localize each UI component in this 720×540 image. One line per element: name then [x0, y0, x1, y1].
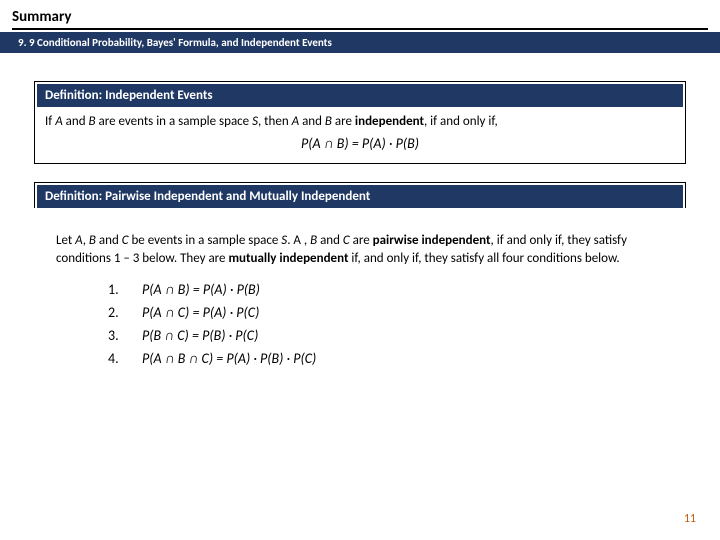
txt: and	[299, 114, 325, 129]
content-area: Definition: Independent Events If A and …	[0, 53, 720, 370]
page-number: 11	[684, 512, 696, 526]
var-B: B	[89, 233, 96, 248]
var-C: C	[343, 233, 350, 248]
condition-formula: P(A ∩ C) = P(A) · P(C)	[142, 304, 259, 321]
txt: are	[350, 233, 373, 248]
definition-body-2: Let A, B and C be events in a sample spa…	[34, 226, 686, 269]
txt: and	[317, 233, 343, 248]
condition-row: 1. P(A ∩ B) = P(A) · P(B)	[108, 278, 686, 301]
condition-number: 4.	[108, 350, 142, 367]
var-B: B	[325, 114, 332, 129]
condition-formula: P(B ∩ C) = P(B) · P(C)	[142, 327, 258, 344]
var-B: B	[88, 114, 95, 129]
txt: and	[63, 114, 89, 129]
var-A: A	[75, 233, 83, 248]
txt: and	[96, 233, 122, 248]
definition-body-1: If A and B are events in a sample space …	[35, 109, 685, 163]
condition-row: 4. P(A ∩ B ∩ C) = P(A) · P(B) · P(C)	[108, 347, 686, 370]
condition-number: 3.	[108, 327, 142, 344]
txt: are	[332, 114, 355, 129]
var-A: A	[55, 114, 63, 129]
page-title: Summary	[12, 8, 708, 26]
title-area: Summary	[0, 0, 720, 32]
independent-word: independent	[355, 114, 424, 129]
txt: If	[45, 114, 55, 129]
condition-row: 2. P(A ∩ C) = P(A) · P(C)	[108, 301, 686, 324]
title-underline	[12, 28, 708, 30]
definition-header-2: Definition: Pairwise Independent and Mut…	[37, 185, 683, 208]
txt: if, and only if, they satisfy all four c…	[348, 251, 619, 266]
txt: are events in a sample space	[96, 114, 253, 129]
condition-row: 3. P(B ∩ C) = P(B) · P(C)	[108, 324, 686, 347]
condition-number: 2.	[108, 304, 142, 321]
section-subtitle: 9. 9 Conditional Probability, Bayes' For…	[0, 32, 720, 53]
condition-formula: P(A ∩ B ∩ C) = P(A) · P(B) · P(C)	[142, 350, 316, 367]
formula-1: P(A ∩ B) = P(A) · P(B)	[45, 131, 675, 156]
txt: Let	[56, 233, 75, 248]
txt: , then	[258, 114, 292, 129]
definition-header-1: Definition: Independent Events	[37, 84, 683, 107]
definition-box-independent: Definition: Independent Events If A and …	[34, 81, 686, 164]
pairwise-word: pairwise independent	[373, 233, 491, 248]
txt: , if and only if,	[424, 114, 498, 129]
txt: . A	[287, 233, 304, 248]
definition-box-pairwise: Definition: Pairwise Independent and Mut…	[34, 182, 686, 208]
condition-formula: P(A ∩ B) = P(A) · P(B)	[142, 281, 260, 298]
txt: be events in a sample space	[129, 233, 282, 248]
condition-list: 1. P(A ∩ B) = P(A) · P(B) 2. P(A ∩ C) = …	[34, 270, 686, 370]
var-C: C	[122, 233, 129, 248]
var-A: A	[292, 114, 300, 129]
mutually-word: mutually independent	[228, 251, 348, 266]
condition-number: 1.	[108, 281, 142, 298]
